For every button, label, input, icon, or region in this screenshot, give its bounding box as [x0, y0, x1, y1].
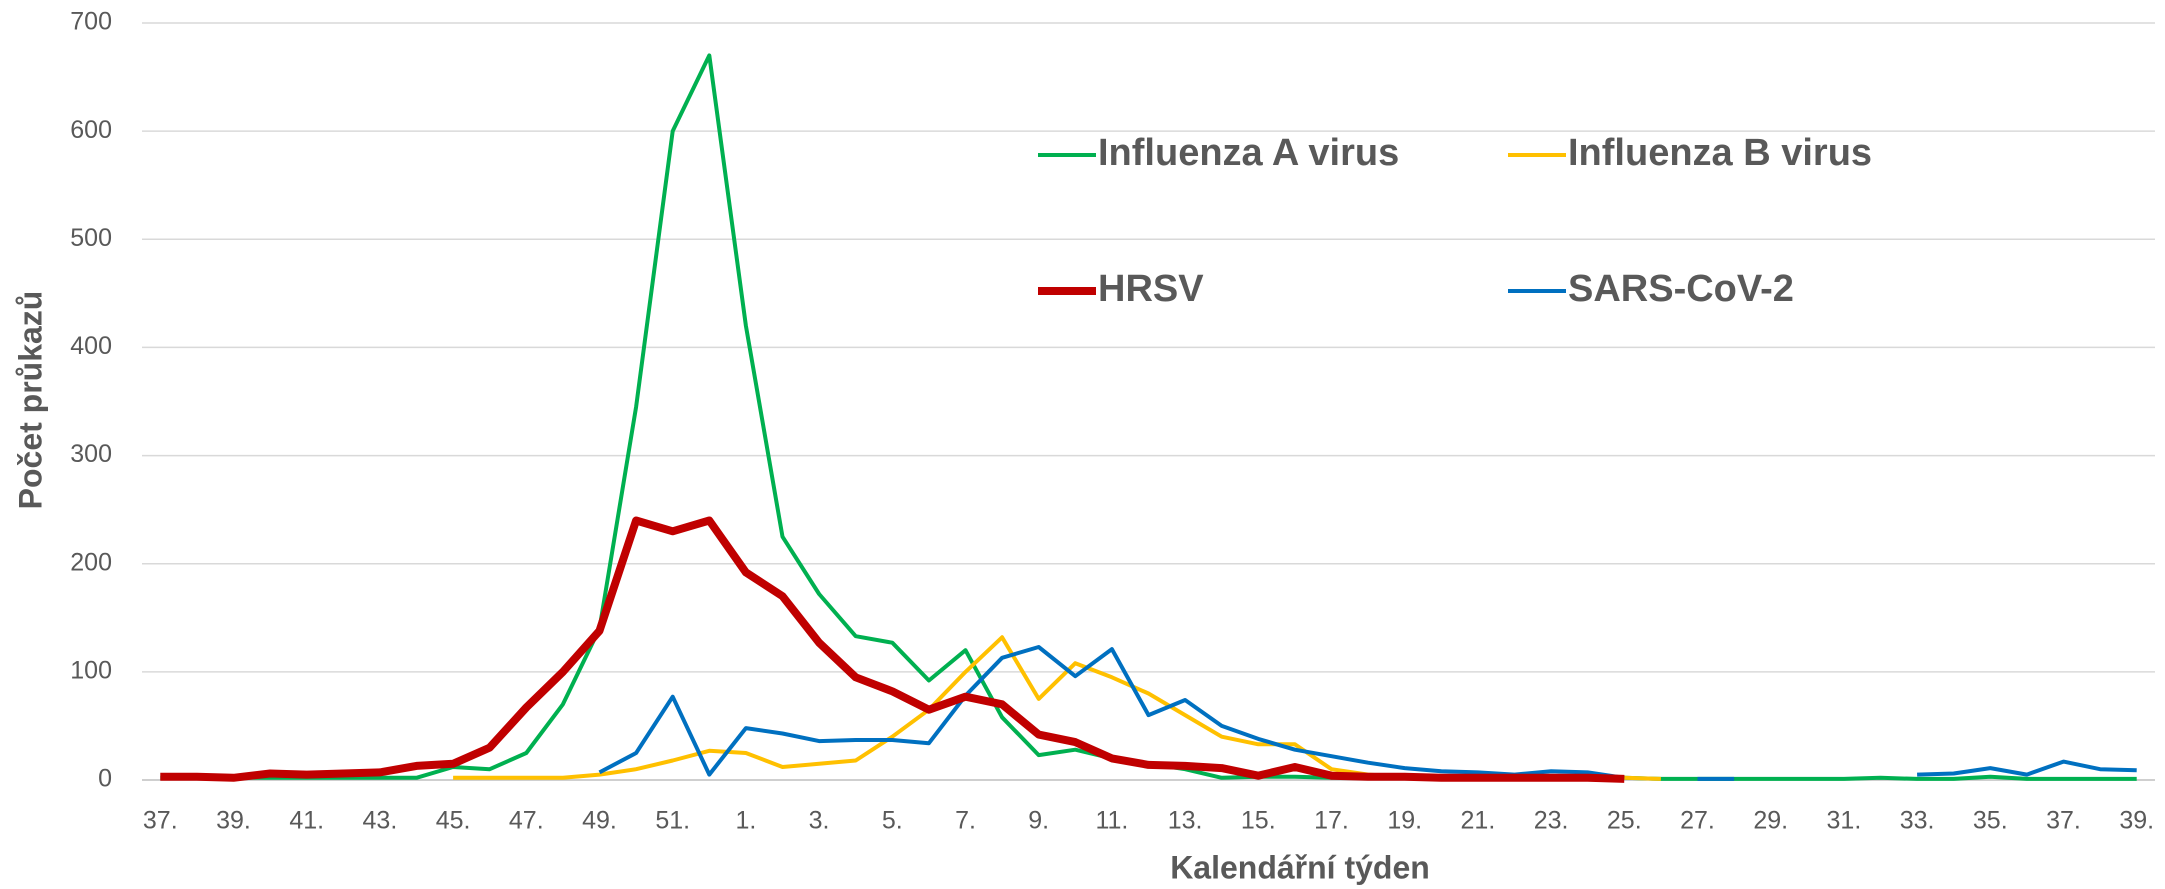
legend-label: HRSV — [1098, 268, 1204, 310]
x-tick-label: 33. — [1900, 807, 1935, 835]
series-line — [453, 635, 1661, 781]
x-tick-label: 27. — [1680, 807, 1715, 835]
x-tick-label: 47. — [509, 807, 544, 835]
x-tick-label: 37. — [2046, 807, 2081, 835]
x-tick-label: 9. — [1028, 807, 1049, 835]
x-tick-label: 11. — [1095, 807, 1128, 835]
legend-label: Influenza B virus — [1568, 132, 1872, 174]
y-tick-label: 0 — [98, 765, 112, 793]
x-tick-label: 15. — [1241, 807, 1276, 835]
x-tick-label: 21. — [1461, 807, 1496, 835]
x-tick-label: 37. — [143, 807, 178, 835]
x-tick-label: 51. — [655, 807, 690, 835]
x-tick-label: 31. — [1827, 807, 1862, 835]
x-tick-label: 35. — [1973, 807, 2008, 835]
y-tick-label: 700 — [70, 8, 112, 36]
x-tick-label: 41. — [289, 807, 324, 835]
y-tick-label: 200 — [70, 548, 112, 576]
x-tick-label: 45. — [436, 807, 471, 835]
series-line — [160, 516, 1625, 783]
x-tick-label: 7. — [955, 807, 976, 835]
x-tick-label: 29. — [1753, 807, 1788, 835]
x-tick-label: 39. — [216, 807, 251, 835]
y-tick-label: 300 — [70, 440, 112, 468]
legend-label: Influenza A virus — [1098, 132, 1399, 174]
y-tick-label: 600 — [70, 116, 112, 144]
x-tick-label: 5. — [882, 807, 903, 835]
x-tick-label: 39. — [2119, 807, 2154, 835]
x-tick-label: 19. — [1387, 807, 1422, 835]
x-tick-label: 1. — [735, 807, 756, 835]
legend-label: SARS-CoV-2 — [1568, 268, 1794, 310]
y-axis-title: Počet průkazů — [12, 291, 48, 510]
y-tick-label: 400 — [70, 332, 112, 360]
x-tick-label: 3. — [809, 807, 830, 835]
y-tick-label: 100 — [70, 656, 112, 684]
x-tick-label: 13. — [1168, 807, 1203, 835]
x-tick-label: 25. — [1607, 807, 1642, 835]
x-tick-label: 23. — [1534, 807, 1569, 835]
y-tick-label: 500 — [70, 224, 112, 252]
x-axis-title: Kalendářní týden — [1170, 849, 1430, 885]
x-tick-label: 43. — [363, 807, 398, 835]
x-tick-label: 17. — [1314, 807, 1349, 835]
series-line — [598, 645, 2137, 781]
x-tick-label: 49. — [582, 807, 617, 835]
